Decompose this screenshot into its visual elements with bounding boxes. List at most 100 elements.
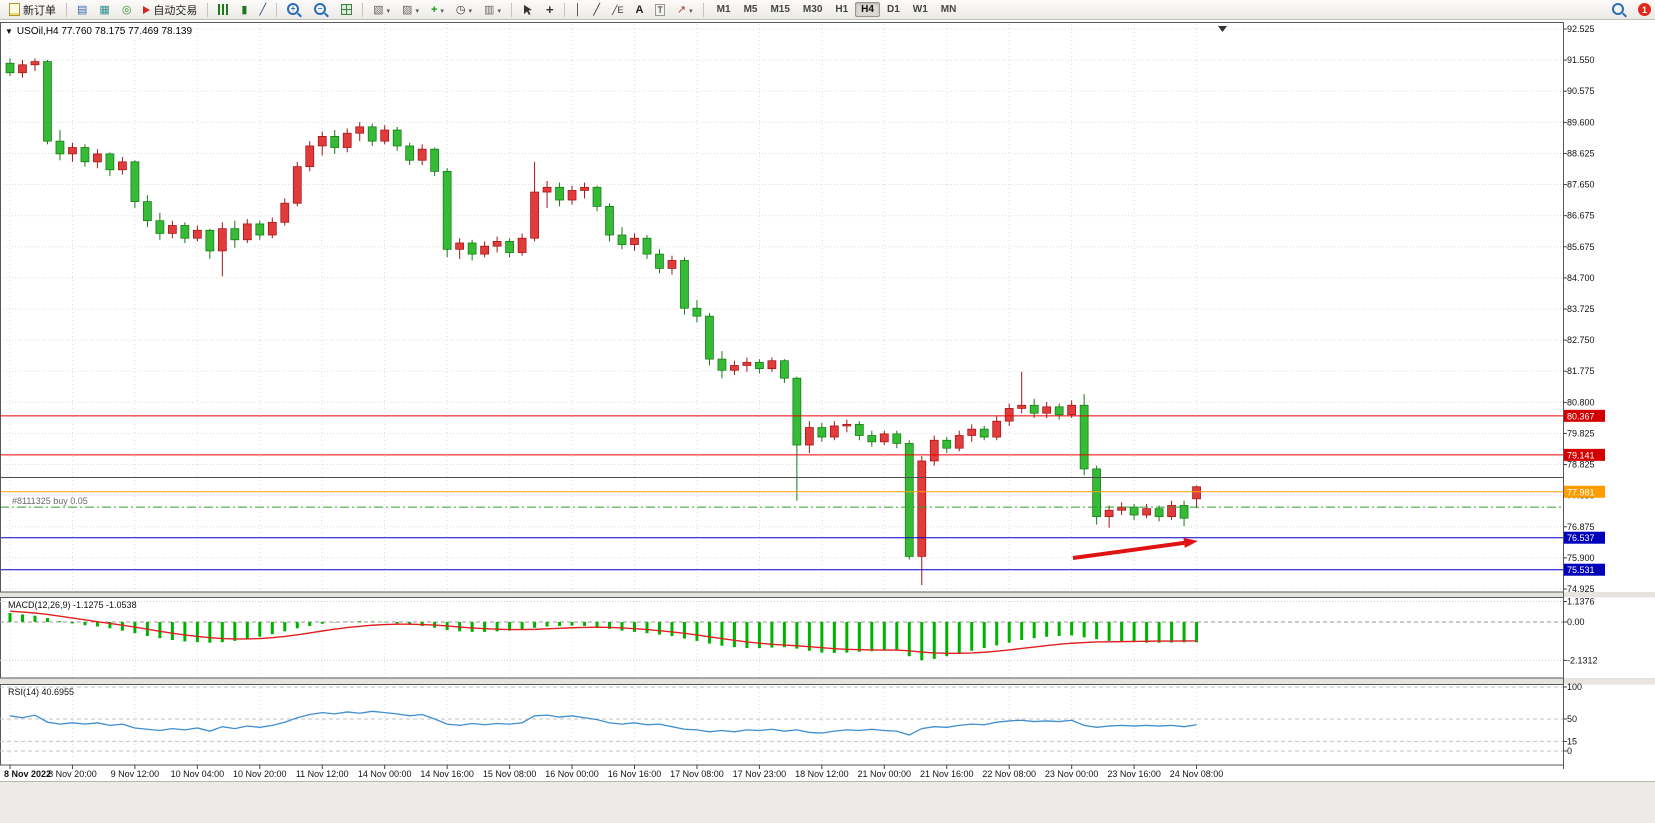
price-axis-label: 87.650 [1567, 180, 1595, 190]
candle [692, 307, 702, 317]
arrow-tool-icon [677, 4, 686, 16]
market-watch-button[interactable] [72, 0, 92, 19]
arrow-head[interactable] [1183, 537, 1198, 548]
candle [929, 439, 939, 462]
templates-button[interactable] [479, 0, 506, 19]
zoom-out-button[interactable] [309, 0, 334, 19]
candle [842, 423, 852, 427]
time-label: 15 Nov 08:00 [483, 769, 537, 779]
chart-title: ▼ USOil,H4 77.760 78.175 77.469 78.139 [5, 26, 192, 37]
timeframe-W1[interactable]: W1 [912, 4, 928, 15]
time-label: 17 Nov 08:00 [670, 769, 724, 779]
equidistant-channel-button[interactable] [607, 0, 628, 19]
candle [1067, 404, 1077, 416]
arrow-shaft[interactable] [1072, 540, 1185, 560]
data-window-button[interactable] [94, 0, 114, 19]
macd-label: MACD(12,26,9) -1.1275 -1.0538 [8, 600, 137, 610]
arrow-tools-button[interactable] [672, 0, 698, 19]
toolbar-separator [66, 2, 67, 17]
price-axis-label: 78.825 [1567, 460, 1595, 470]
vertical-line-button[interactable] [570, 0, 587, 19]
bar-chart-button[interactable] [213, 0, 234, 19]
candle [705, 315, 714, 360]
search-button[interactable] [1607, 0, 1632, 19]
notification-badge[interactable]: 1 [1638, 3, 1651, 16]
line-chart-button[interactable] [254, 0, 271, 19]
price-axis-label: 79.825 [1567, 428, 1595, 438]
chevron-down-icon [497, 4, 501, 16]
one-click-trading-toggle[interactable]: ▼ [5, 27, 13, 36]
rsi-line [9, 710, 1197, 736]
zoom-in-button[interactable] [282, 0, 307, 19]
price-axis-label: 76.875 [1567, 522, 1595, 532]
candle [605, 206, 614, 236]
cursor-button[interactable] [517, 0, 539, 19]
chart-shift-marker[interactable] [1218, 26, 1227, 32]
autotrading-button[interactable]: 自动交易 [138, 0, 202, 19]
time-label: 16 Nov 00:00 [545, 769, 599, 779]
text-label-button[interactable] [650, 0, 670, 19]
timeframe-M30[interactable]: M30 [802, 4, 823, 15]
text-button[interactable] [630, 0, 648, 19]
time-label: 18 Nov 12:00 [795, 769, 849, 779]
timeframe-H1[interactable]: H1 [835, 4, 849, 15]
clock-icon [456, 4, 466, 16]
candlestick-chart-button[interactable] [236, 0, 252, 19]
rsi-axis-label: 100 [1567, 682, 1582, 692]
candle [879, 433, 889, 443]
price-tags: 80.367 79.141 77.981 76.537 75.531 [1564, 409, 1605, 576]
price-tag [1564, 448, 1605, 461]
toolbar: 新订单 自动交易 M1 M5 M15 M30 H1 H4 D1 W1 MN 1 [0, 0, 1655, 20]
chart-background [0, 20, 1655, 823]
periods-button[interactable] [451, 0, 477, 19]
candle [854, 423, 864, 436]
time-label: 24 Nov 08:00 [1170, 769, 1224, 779]
indicators-button[interactable] [426, 0, 449, 19]
candle [330, 136, 340, 148]
vertical-line-icon [575, 4, 582, 16]
timeframe-M5[interactable]: M5 [743, 4, 758, 15]
autotrading-label: 自动交易 [153, 4, 198, 17]
candle [517, 237, 527, 253]
toolbar-separator [510, 2, 512, 17]
navigator-button[interactable] [117, 0, 137, 19]
tile-windows-button[interactable] [336, 0, 357, 19]
rsi-axis-label: 50 [1567, 714, 1577, 724]
timeframe-M15[interactable]: M15 [770, 4, 790, 15]
price-axis-label: 86.675 [1567, 211, 1595, 221]
price-axis-label: 90.575 [1567, 86, 1595, 96]
timeframe-M1[interactable]: M1 [716, 4, 731, 15]
candle [367, 126, 377, 142]
chart-canvas[interactable]: #8111325 buy 0.05 92.525 91.550 90.575 89.60… [0, 20, 1655, 823]
candle [455, 242, 465, 250]
candle [130, 161, 140, 202]
candle [954, 435, 964, 449]
timeframe-H4[interactable]: H4 [855, 2, 880, 17]
time-label: 17 Nov 23:00 [733, 769, 787, 779]
time-label: 10 Nov 20:00 [233, 769, 287, 779]
candle [1142, 508, 1151, 516]
new-order-icon [9, 3, 20, 16]
text-icon [635, 4, 643, 16]
candle [68, 147, 77, 155]
candle [979, 428, 989, 438]
candle [5, 62, 15, 74]
profiles-button[interactable] [397, 0, 424, 19]
add-indicator-icon [431, 4, 437, 16]
timeframe-D1[interactable]: D1 [886, 4, 900, 15]
new-order-button[interactable]: 新订单 [4, 0, 61, 19]
candle [730, 365, 739, 371]
candle [542, 186, 552, 193]
candle [280, 202, 290, 223]
macd-panel: 1.1376 0.00 -2.1312 MACD(12,26,9) -1.1275 -… [0, 597, 1598, 665]
market-watch-icon [77, 4, 87, 16]
new-chart-button[interactable] [368, 0, 395, 19]
price-axis-label: 80.800 [1567, 397, 1595, 407]
panel-borders [0, 22, 1564, 769]
macd-signal-line [9, 610, 1197, 655]
trendline-button[interactable] [588, 0, 605, 19]
crosshair-button[interactable] [541, 0, 559, 19]
timeframe-MN[interactable]: MN [940, 4, 957, 15]
price-tag-label: 77.981 [1567, 487, 1595, 497]
